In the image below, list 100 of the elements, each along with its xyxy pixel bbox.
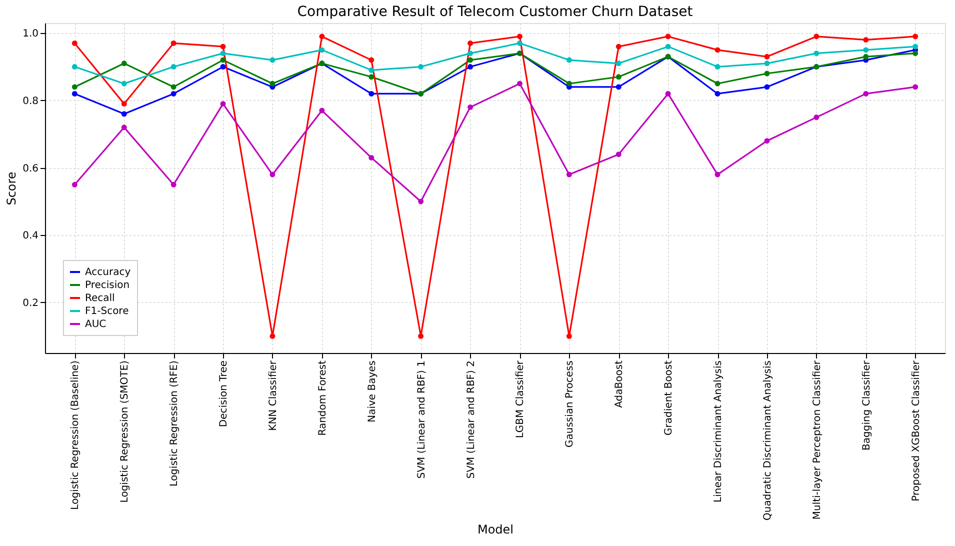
point <box>220 64 226 70</box>
point <box>270 333 276 339</box>
point <box>764 70 770 76</box>
point <box>814 34 820 40</box>
point <box>912 50 918 56</box>
x-tick-label: Quadratic Discriminant Analysis <box>762 360 774 520</box>
legend-label: Precision <box>85 280 130 291</box>
point <box>170 182 176 188</box>
point <box>220 50 226 56</box>
point <box>863 90 869 96</box>
point <box>665 34 671 40</box>
point <box>912 44 918 50</box>
x-tick-label: Logistic Regression (SMOTE) <box>120 360 131 503</box>
point <box>714 90 720 96</box>
point <box>863 47 869 53</box>
point <box>764 84 770 90</box>
y-tick-label: 0.6 <box>22 163 38 174</box>
point <box>516 34 522 40</box>
point <box>616 84 622 90</box>
point <box>814 114 820 120</box>
point <box>912 84 918 90</box>
point <box>714 172 720 178</box>
point <box>270 172 276 178</box>
point <box>764 60 770 66</box>
point <box>863 54 869 60</box>
legend-label: AUC <box>85 319 106 330</box>
y-tick-label: 0.4 <box>22 230 38 242</box>
point <box>220 44 226 50</box>
point <box>764 54 770 60</box>
point <box>714 80 720 86</box>
point <box>764 138 770 144</box>
point <box>121 80 127 86</box>
point <box>72 84 78 90</box>
point <box>468 50 474 56</box>
x-tick-label: SVM (Linear and RBF) 2 <box>466 360 477 479</box>
point <box>418 64 424 70</box>
point <box>368 154 374 160</box>
point <box>566 57 572 63</box>
point <box>368 57 374 63</box>
x-tick-label: Random Forest <box>317 360 328 436</box>
point <box>418 333 424 339</box>
point <box>319 47 325 53</box>
x-tick-label: LGBM Classifier <box>515 360 526 438</box>
point <box>270 80 276 86</box>
point <box>665 90 671 96</box>
point <box>616 152 622 158</box>
point <box>121 60 127 66</box>
y-tick-label: 0.8 <box>22 96 38 107</box>
legend-label: Accuracy <box>85 267 131 278</box>
x-tick-label: Decision Tree <box>218 360 230 428</box>
point <box>368 67 374 73</box>
point <box>814 50 820 56</box>
x-tick-label: Gradient Boost <box>664 360 675 436</box>
point <box>616 44 622 50</box>
point <box>220 101 226 107</box>
point <box>368 74 374 80</box>
x-tick-label: Logistic Regression (RFE) <box>169 360 180 486</box>
x-tick-label: Bagging Classifier <box>861 360 872 450</box>
point <box>72 64 78 70</box>
point <box>319 34 325 40</box>
point <box>714 47 720 53</box>
x-tick-label: Naive Bayes <box>366 360 378 422</box>
y-axis-title: Score <box>4 172 19 206</box>
x-axis-title: Model <box>477 522 514 536</box>
point <box>220 57 226 63</box>
legend-label: F1-Score <box>85 306 129 317</box>
point <box>72 90 78 96</box>
point <box>912 34 918 40</box>
point <box>468 57 474 63</box>
point <box>368 90 374 96</box>
point <box>170 84 176 90</box>
point <box>170 40 176 46</box>
point <box>170 90 176 96</box>
point <box>418 198 424 204</box>
point <box>516 40 522 46</box>
point <box>121 124 127 130</box>
point <box>566 172 572 178</box>
point <box>566 333 572 339</box>
x-tick-label: Proposed XGBoost Classifier <box>910 360 922 502</box>
point <box>616 74 622 80</box>
legend-label: Recall <box>85 293 115 304</box>
point <box>714 64 720 70</box>
point <box>270 57 276 63</box>
point <box>468 104 474 110</box>
point <box>72 40 78 46</box>
point <box>516 80 522 86</box>
point <box>72 182 78 188</box>
point <box>121 101 127 107</box>
point <box>170 64 176 70</box>
x-tick-label: AdaBoost <box>614 360 626 408</box>
x-tick-label: Linear Discriminant Analysis <box>713 360 724 502</box>
point <box>468 40 474 46</box>
x-tick-label: Multi-layer Perceptron Classifier <box>812 360 823 520</box>
chart-title: Comparative Result of Telecom Customer Churn Dataset <box>297 4 694 20</box>
point <box>566 80 572 86</box>
point <box>121 111 127 117</box>
point <box>616 60 622 66</box>
point <box>319 108 325 114</box>
x-tick-label: Logistic Regression (Baseline) <box>70 360 82 510</box>
point <box>665 44 671 50</box>
